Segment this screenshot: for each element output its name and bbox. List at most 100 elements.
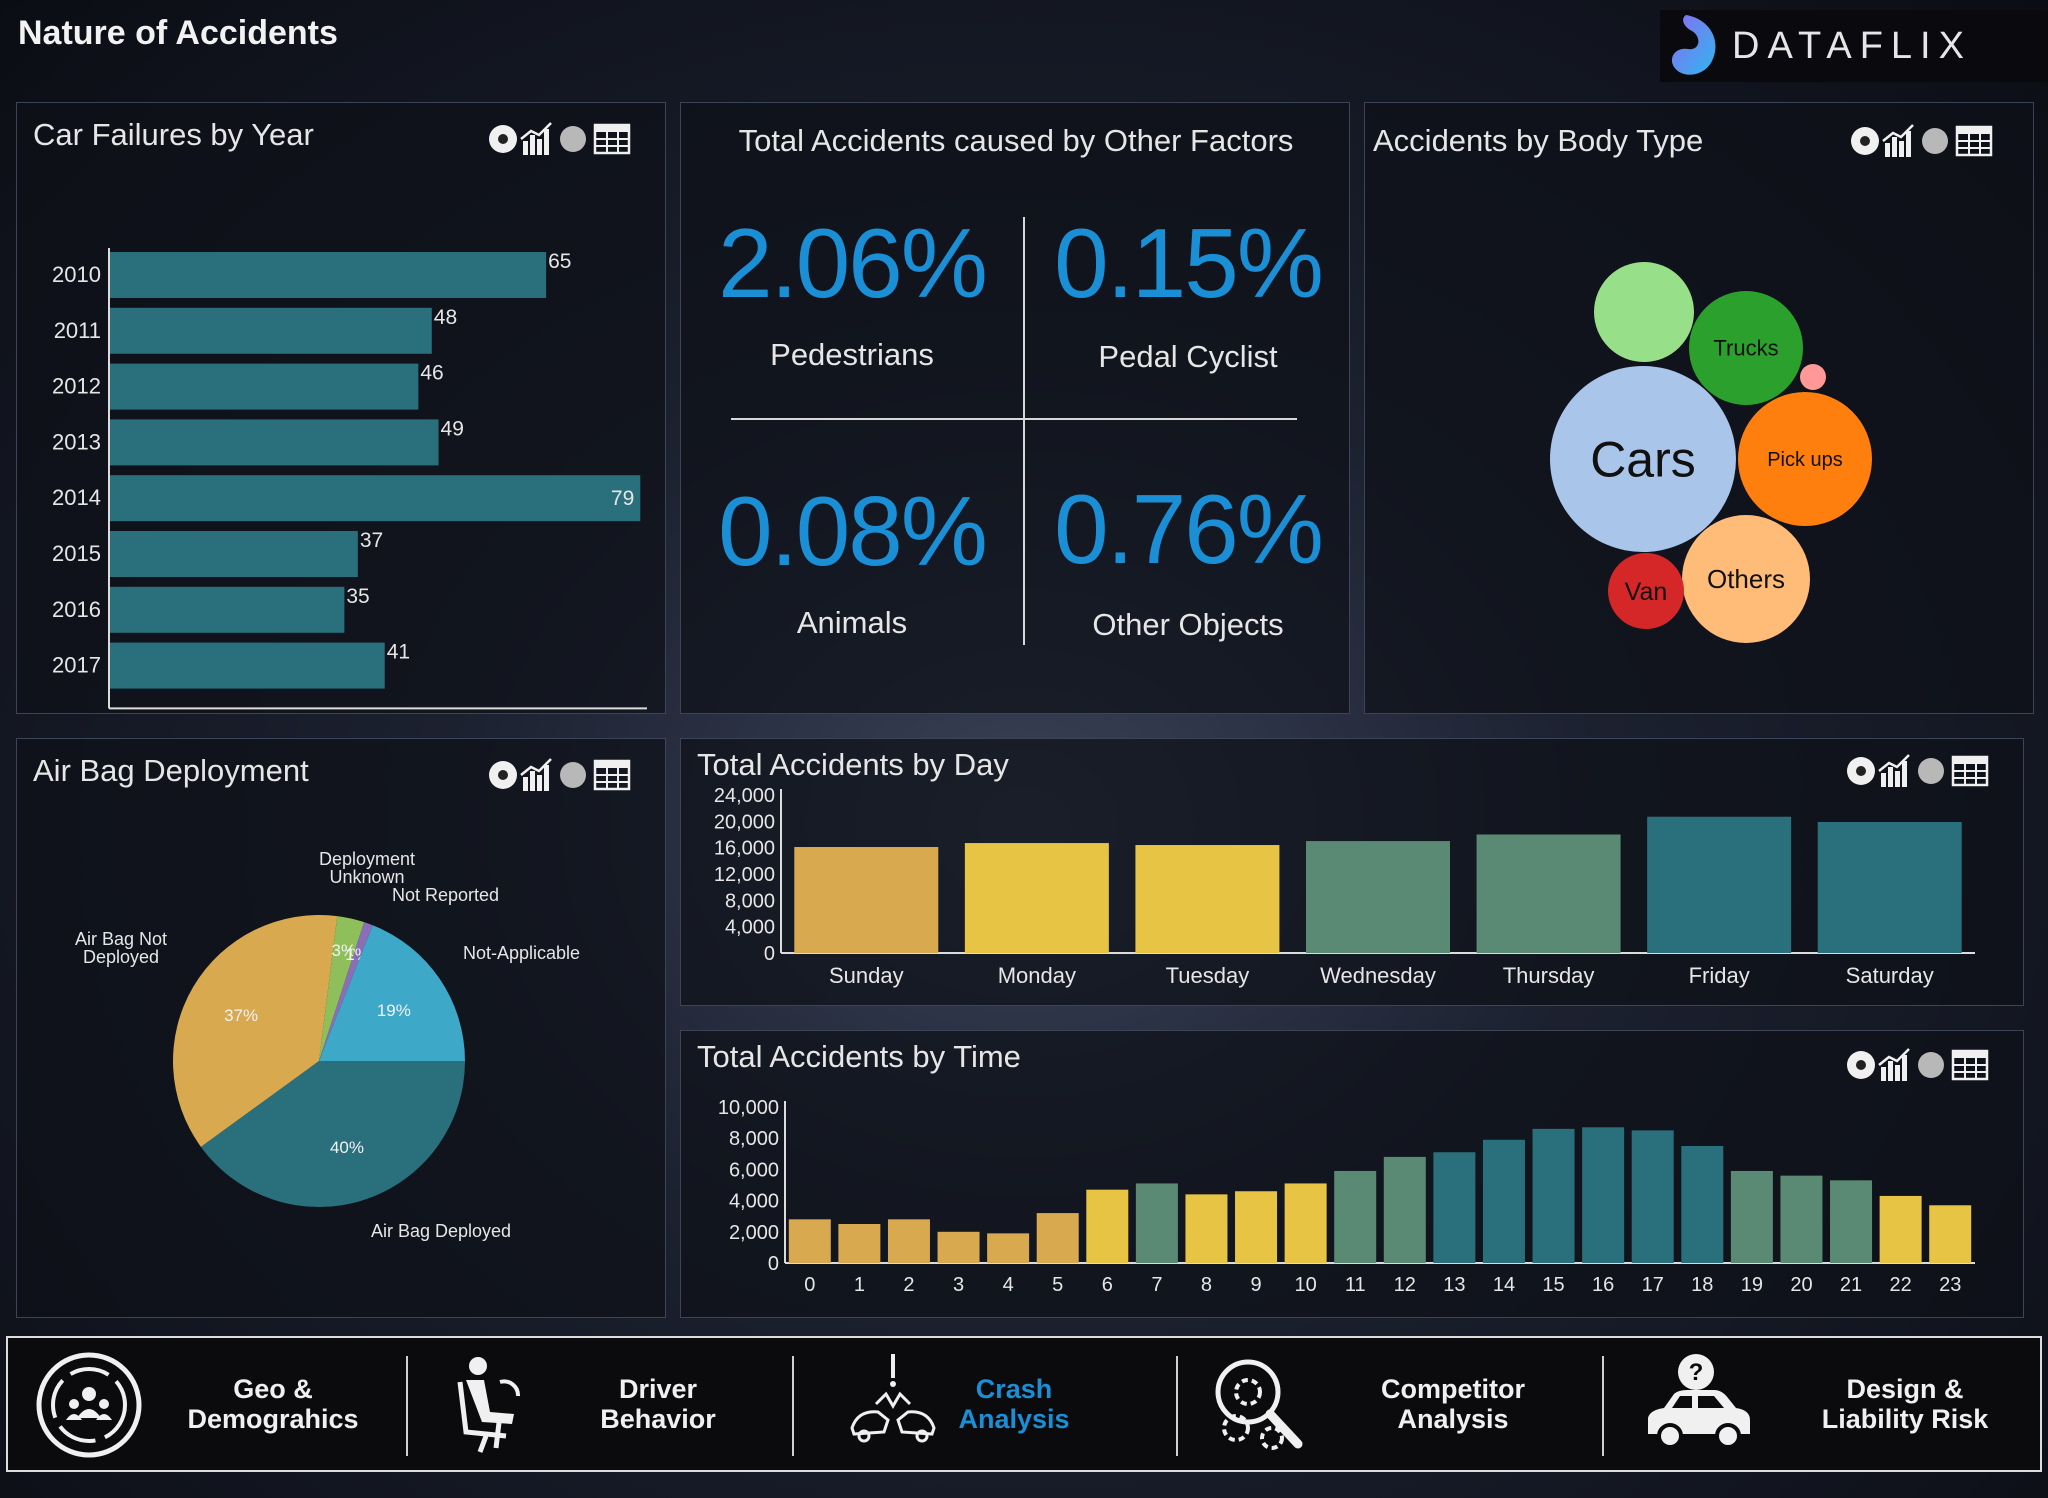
bar bbox=[1476, 834, 1621, 953]
x-tick-label: 16 bbox=[1592, 1274, 1614, 1296]
bar bbox=[964, 843, 1109, 953]
nav-item-driver-behavior[interactable]: Driver Behavior bbox=[408, 1338, 792, 1470]
nav-label: Crash Analysis bbox=[958, 1374, 1070, 1434]
nav-item-geo-demographics[interactable]: Geo & Demograhics bbox=[8, 1338, 408, 1470]
pie-chart-icon[interactable] bbox=[1851, 127, 1879, 155]
x-tick-label: 17 bbox=[1642, 1274, 1664, 1296]
bar bbox=[1647, 816, 1792, 953]
x-tick-label: 1 bbox=[854, 1274, 865, 1296]
car-failures-chart: 2010 65 2011 48 2012 46 2013 49 2014 79 2015 37 2016… bbox=[52, 248, 647, 710]
x-tick-label: 15 bbox=[1542, 1274, 1564, 1296]
brand-name: DATAFLIX bbox=[1732, 24, 1972, 67]
bubble-chart-icon[interactable] bbox=[560, 126, 586, 152]
bar bbox=[1135, 1183, 1178, 1263]
bar bbox=[109, 419, 439, 466]
slice-name-label: Not Reported bbox=[392, 885, 499, 905]
chart-type-icons bbox=[1847, 754, 1989, 787]
slice-value-label: 3% bbox=[332, 941, 357, 960]
bar bbox=[794, 847, 939, 953]
body-type-panel: Accidents by Body Type Cars Trucks Pick up… bbox=[1364, 102, 2034, 714]
panel-title: Total Accidents by Time bbox=[697, 1039, 1021, 1074]
nav-separator bbox=[406, 1356, 408, 1456]
bubble-label: Trucks bbox=[1713, 336, 1778, 361]
y-tick-label: 2013 bbox=[52, 429, 101, 454]
y-tick-label: 8,000 bbox=[729, 1128, 779, 1150]
chart-toolbar bbox=[487, 119, 637, 159]
y-tick-label: 2012 bbox=[52, 374, 101, 399]
bar bbox=[1306, 841, 1450, 953]
y-tick-label: 20,000 bbox=[714, 811, 775, 833]
x-tick-label: 18 bbox=[1691, 1274, 1713, 1296]
bottom-navigation: Geo & Demograhics Driver Behavior Crash … bbox=[6, 1336, 2042, 1472]
nav-item-competitor-analysis[interactable]: Competitor Analysis bbox=[1178, 1338, 1604, 1470]
kpi-value-animals: 0.08% bbox=[718, 476, 988, 586]
pie-chart-icon[interactable] bbox=[1847, 757, 1875, 785]
y-tick-label: 6,000 bbox=[729, 1159, 779, 1181]
y-tick-label: 12,000 bbox=[714, 864, 775, 886]
chart-toolbar bbox=[1849, 121, 1999, 161]
nav-separator bbox=[792, 1356, 794, 1456]
x-tick-label: 21 bbox=[1840, 1274, 1862, 1296]
table-view-icon[interactable] bbox=[593, 123, 631, 155]
table-view-icon[interactable] bbox=[1955, 125, 1993, 157]
slice-name-label: Not-Applicable bbox=[463, 943, 580, 963]
bubble bbox=[1594, 262, 1694, 362]
car-question-icon: ? bbox=[1648, 1354, 1750, 1449]
bubble-chart-icon[interactable] bbox=[560, 762, 586, 788]
bubble-chart-icon[interactable] bbox=[1918, 1052, 1944, 1078]
bar bbox=[1086, 1189, 1129, 1263]
slice-name-label: Air Bag Not bbox=[75, 929, 167, 949]
x-tick-label: 22 bbox=[1890, 1274, 1912, 1296]
x-tick-label: 9 bbox=[1250, 1274, 1261, 1296]
bar bbox=[1830, 1180, 1873, 1263]
bubble-label: Pick ups bbox=[1767, 449, 1843, 471]
x-tick-label: 2 bbox=[903, 1274, 914, 1296]
bar bbox=[1817, 821, 1962, 953]
chart-type-icons bbox=[489, 758, 631, 791]
bubble-label: Cars bbox=[1590, 432, 1696, 488]
bar-chart-icon[interactable] bbox=[1878, 1048, 1910, 1081]
bar-chart-icon[interactable] bbox=[520, 122, 552, 155]
bar bbox=[1532, 1128, 1575, 1263]
airbag-panel: Air Bag Deployment 40% 37% 3% 1% 19% Deployme… bbox=[16, 738, 666, 1318]
table-view-icon[interactable] bbox=[1951, 755, 1989, 787]
by-day-bar-chart: 0 4,000 8,000 12,000 16,000 20,000 24,000 Sunda… bbox=[714, 785, 1975, 988]
x-tick-label: 14 bbox=[1493, 1274, 1515, 1296]
bar bbox=[1631, 1130, 1674, 1263]
nav-label: Competitor Analysis bbox=[1381, 1374, 1525, 1434]
brand-logo: DATAFLIX bbox=[1660, 10, 2048, 82]
data-label: 37 bbox=[360, 529, 383, 552]
pie-chart-icon[interactable] bbox=[1847, 1051, 1875, 1079]
bar bbox=[109, 363, 419, 410]
bubble-chart-icon[interactable] bbox=[1922, 128, 1948, 154]
bar bbox=[1383, 1156, 1426, 1263]
chart-toolbar bbox=[1845, 751, 1995, 791]
bar-chart-icon[interactable] bbox=[520, 758, 552, 791]
pie-chart-icon[interactable] bbox=[489, 125, 517, 153]
bar-chart-icon[interactable] bbox=[1882, 124, 1914, 157]
bubble-chart-icon[interactable] bbox=[1918, 758, 1944, 784]
slice-name-label: Air Bag Deployed bbox=[371, 1221, 511, 1241]
panel-title: Air Bag Deployment bbox=[33, 753, 309, 788]
car-crash-icon bbox=[850, 1354, 936, 1443]
table-view-icon[interactable] bbox=[593, 759, 631, 791]
x-tick-label: 12 bbox=[1394, 1274, 1416, 1296]
bar-chart-icon[interactable] bbox=[1878, 754, 1910, 787]
nav-item-crash-analysis[interactable]: Crash Analysis bbox=[794, 1338, 1176, 1470]
x-tick-label: Sunday bbox=[829, 963, 904, 988]
people-circle-icon bbox=[36, 1352, 142, 1458]
y-tick-label: 2015 bbox=[52, 541, 101, 566]
y-tick-label: 2010 bbox=[52, 262, 101, 287]
x-tick-label: 10 bbox=[1295, 1274, 1317, 1296]
x-tick-label: Friday bbox=[1689, 963, 1750, 988]
driver-seat-icon bbox=[457, 1357, 520, 1453]
y-tick-label: 10,000 bbox=[718, 1097, 779, 1119]
pie-chart-icon[interactable] bbox=[489, 761, 517, 789]
dataflix-logo-icon bbox=[1671, 15, 1716, 75]
x-tick-label: 7 bbox=[1151, 1274, 1162, 1296]
panel-title: Total Accidents caused by Other Factors bbox=[738, 123, 1294, 158]
nav-item-design-liability-risk[interactable]: ? Design & Liability Risk bbox=[1604, 1338, 2040, 1470]
table-view-icon[interactable] bbox=[1951, 1049, 1989, 1081]
y-tick-label: 2017 bbox=[52, 653, 101, 678]
